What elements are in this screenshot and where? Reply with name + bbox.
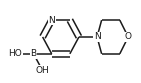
Text: N: N [48,16,55,25]
Text: N: N [94,32,100,42]
Text: OH: OH [36,66,49,75]
Text: O: O [125,32,132,42]
Text: B: B [30,49,37,58]
Text: HO: HO [8,49,22,58]
